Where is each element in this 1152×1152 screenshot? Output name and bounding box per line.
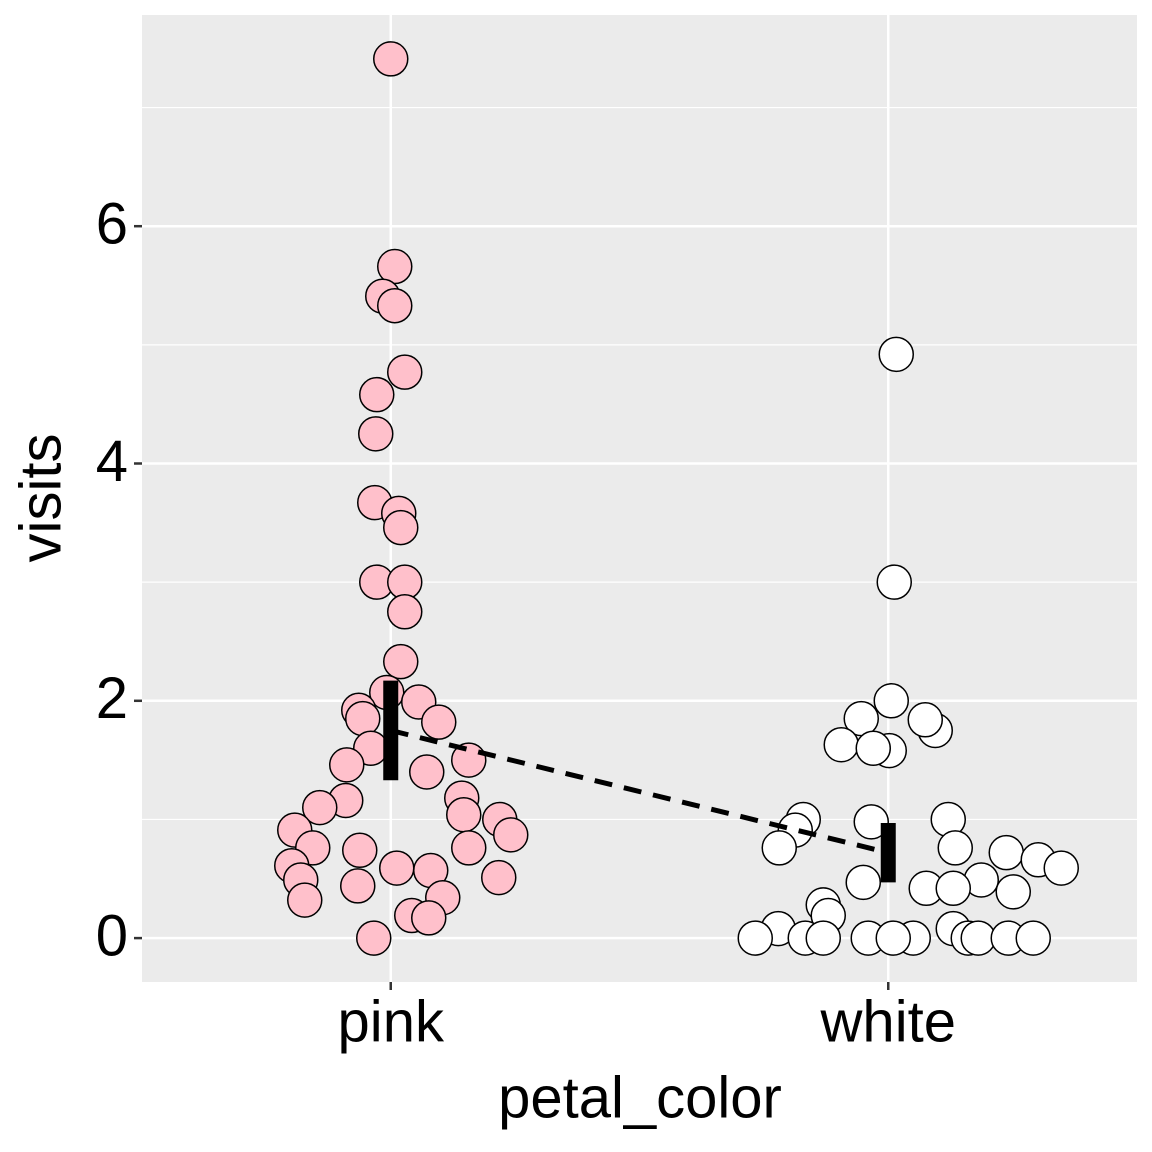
point <box>383 509 419 546</box>
x-tick-label: white <box>820 989 956 1054</box>
point <box>875 920 911 956</box>
y-tick-label: 4 <box>96 429 128 494</box>
y-tick-label: 2 <box>96 666 128 731</box>
point <box>329 747 365 783</box>
point <box>387 594 423 630</box>
point <box>761 830 797 866</box>
point <box>451 742 487 778</box>
x-axis-title: petal_color <box>498 1065 782 1130</box>
point <box>446 796 482 833</box>
y-axis-title: visits <box>8 434 73 563</box>
point <box>302 789 338 826</box>
y-tick-label: 0 <box>96 903 128 968</box>
point <box>421 704 457 740</box>
point <box>359 376 395 413</box>
marks <box>274 41 1079 956</box>
point <box>451 830 487 866</box>
point <box>878 336 914 373</box>
point <box>356 920 392 956</box>
point <box>1043 850 1079 886</box>
point <box>737 920 773 956</box>
point <box>342 832 378 869</box>
point <box>995 874 1031 910</box>
point <box>481 859 517 896</box>
point <box>377 287 413 324</box>
point <box>935 870 971 907</box>
point <box>411 900 447 936</box>
point <box>377 248 413 285</box>
point <box>907 702 943 738</box>
point <box>805 920 841 956</box>
point <box>379 850 415 886</box>
point <box>383 643 419 680</box>
point <box>493 817 529 853</box>
point <box>409 754 445 790</box>
y-tick-label: 6 <box>96 192 128 257</box>
point <box>345 700 381 737</box>
point <box>387 564 423 600</box>
point <box>876 564 912 600</box>
point <box>853 804 889 840</box>
point <box>287 882 323 918</box>
point <box>1015 920 1051 956</box>
point <box>855 730 891 767</box>
point <box>823 726 859 763</box>
x-tick-label: pink <box>338 989 445 1054</box>
grid: 0 2 4 6 pink white <box>96 15 1137 1054</box>
point <box>845 864 881 901</box>
mean-line <box>390 728 889 856</box>
point <box>373 41 409 77</box>
point <box>340 868 376 904</box>
point <box>988 834 1024 871</box>
point <box>960 920 996 956</box>
point <box>358 416 394 452</box>
point <box>873 683 909 719</box>
point <box>937 830 973 866</box>
point <box>387 354 423 390</box>
